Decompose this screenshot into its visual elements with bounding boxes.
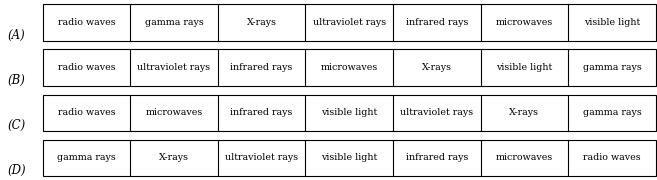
Text: microwaves: microwaves xyxy=(145,108,202,117)
Text: ultraviolet rays: ultraviolet rays xyxy=(225,153,298,162)
Text: X-rays: X-rays xyxy=(509,108,539,117)
Text: ultraviolet rays: ultraviolet rays xyxy=(400,108,473,117)
FancyBboxPatch shape xyxy=(43,94,656,130)
Text: microwaves: microwaves xyxy=(321,63,378,72)
Text: gamma rays: gamma rays xyxy=(57,153,116,162)
Text: radio waves: radio waves xyxy=(58,108,115,117)
Text: (A): (A) xyxy=(7,29,26,42)
Text: radio waves: radio waves xyxy=(583,153,641,162)
Text: gamma rays: gamma rays xyxy=(145,18,204,27)
Text: infrared rays: infrared rays xyxy=(405,18,468,27)
Text: radio waves: radio waves xyxy=(58,18,115,27)
Text: ultraviolet rays: ultraviolet rays xyxy=(137,63,211,72)
Text: microwaves: microwaves xyxy=(496,153,553,162)
Text: microwaves: microwaves xyxy=(496,18,553,27)
Text: X-rays: X-rays xyxy=(246,18,277,27)
FancyBboxPatch shape xyxy=(43,140,656,176)
Text: (B): (B) xyxy=(7,74,26,87)
Text: infrared rays: infrared rays xyxy=(231,108,293,117)
Text: visible light: visible light xyxy=(321,153,377,162)
Text: infrared rays: infrared rays xyxy=(405,153,468,162)
FancyBboxPatch shape xyxy=(43,4,656,40)
Text: radio waves: radio waves xyxy=(58,63,115,72)
Text: X-rays: X-rays xyxy=(159,153,189,162)
FancyBboxPatch shape xyxy=(43,50,656,86)
Text: X-rays: X-rays xyxy=(422,63,452,72)
Text: gamma rays: gamma rays xyxy=(583,108,641,117)
Text: visible light: visible light xyxy=(496,63,553,72)
Text: (D): (D) xyxy=(7,164,26,177)
Text: ultraviolet rays: ultraviolet rays xyxy=(313,18,386,27)
Text: (C): (C) xyxy=(7,119,26,132)
Text: visible light: visible light xyxy=(584,18,640,27)
Text: visible light: visible light xyxy=(321,108,377,117)
Text: gamma rays: gamma rays xyxy=(583,63,641,72)
Text: infrared rays: infrared rays xyxy=(231,63,293,72)
